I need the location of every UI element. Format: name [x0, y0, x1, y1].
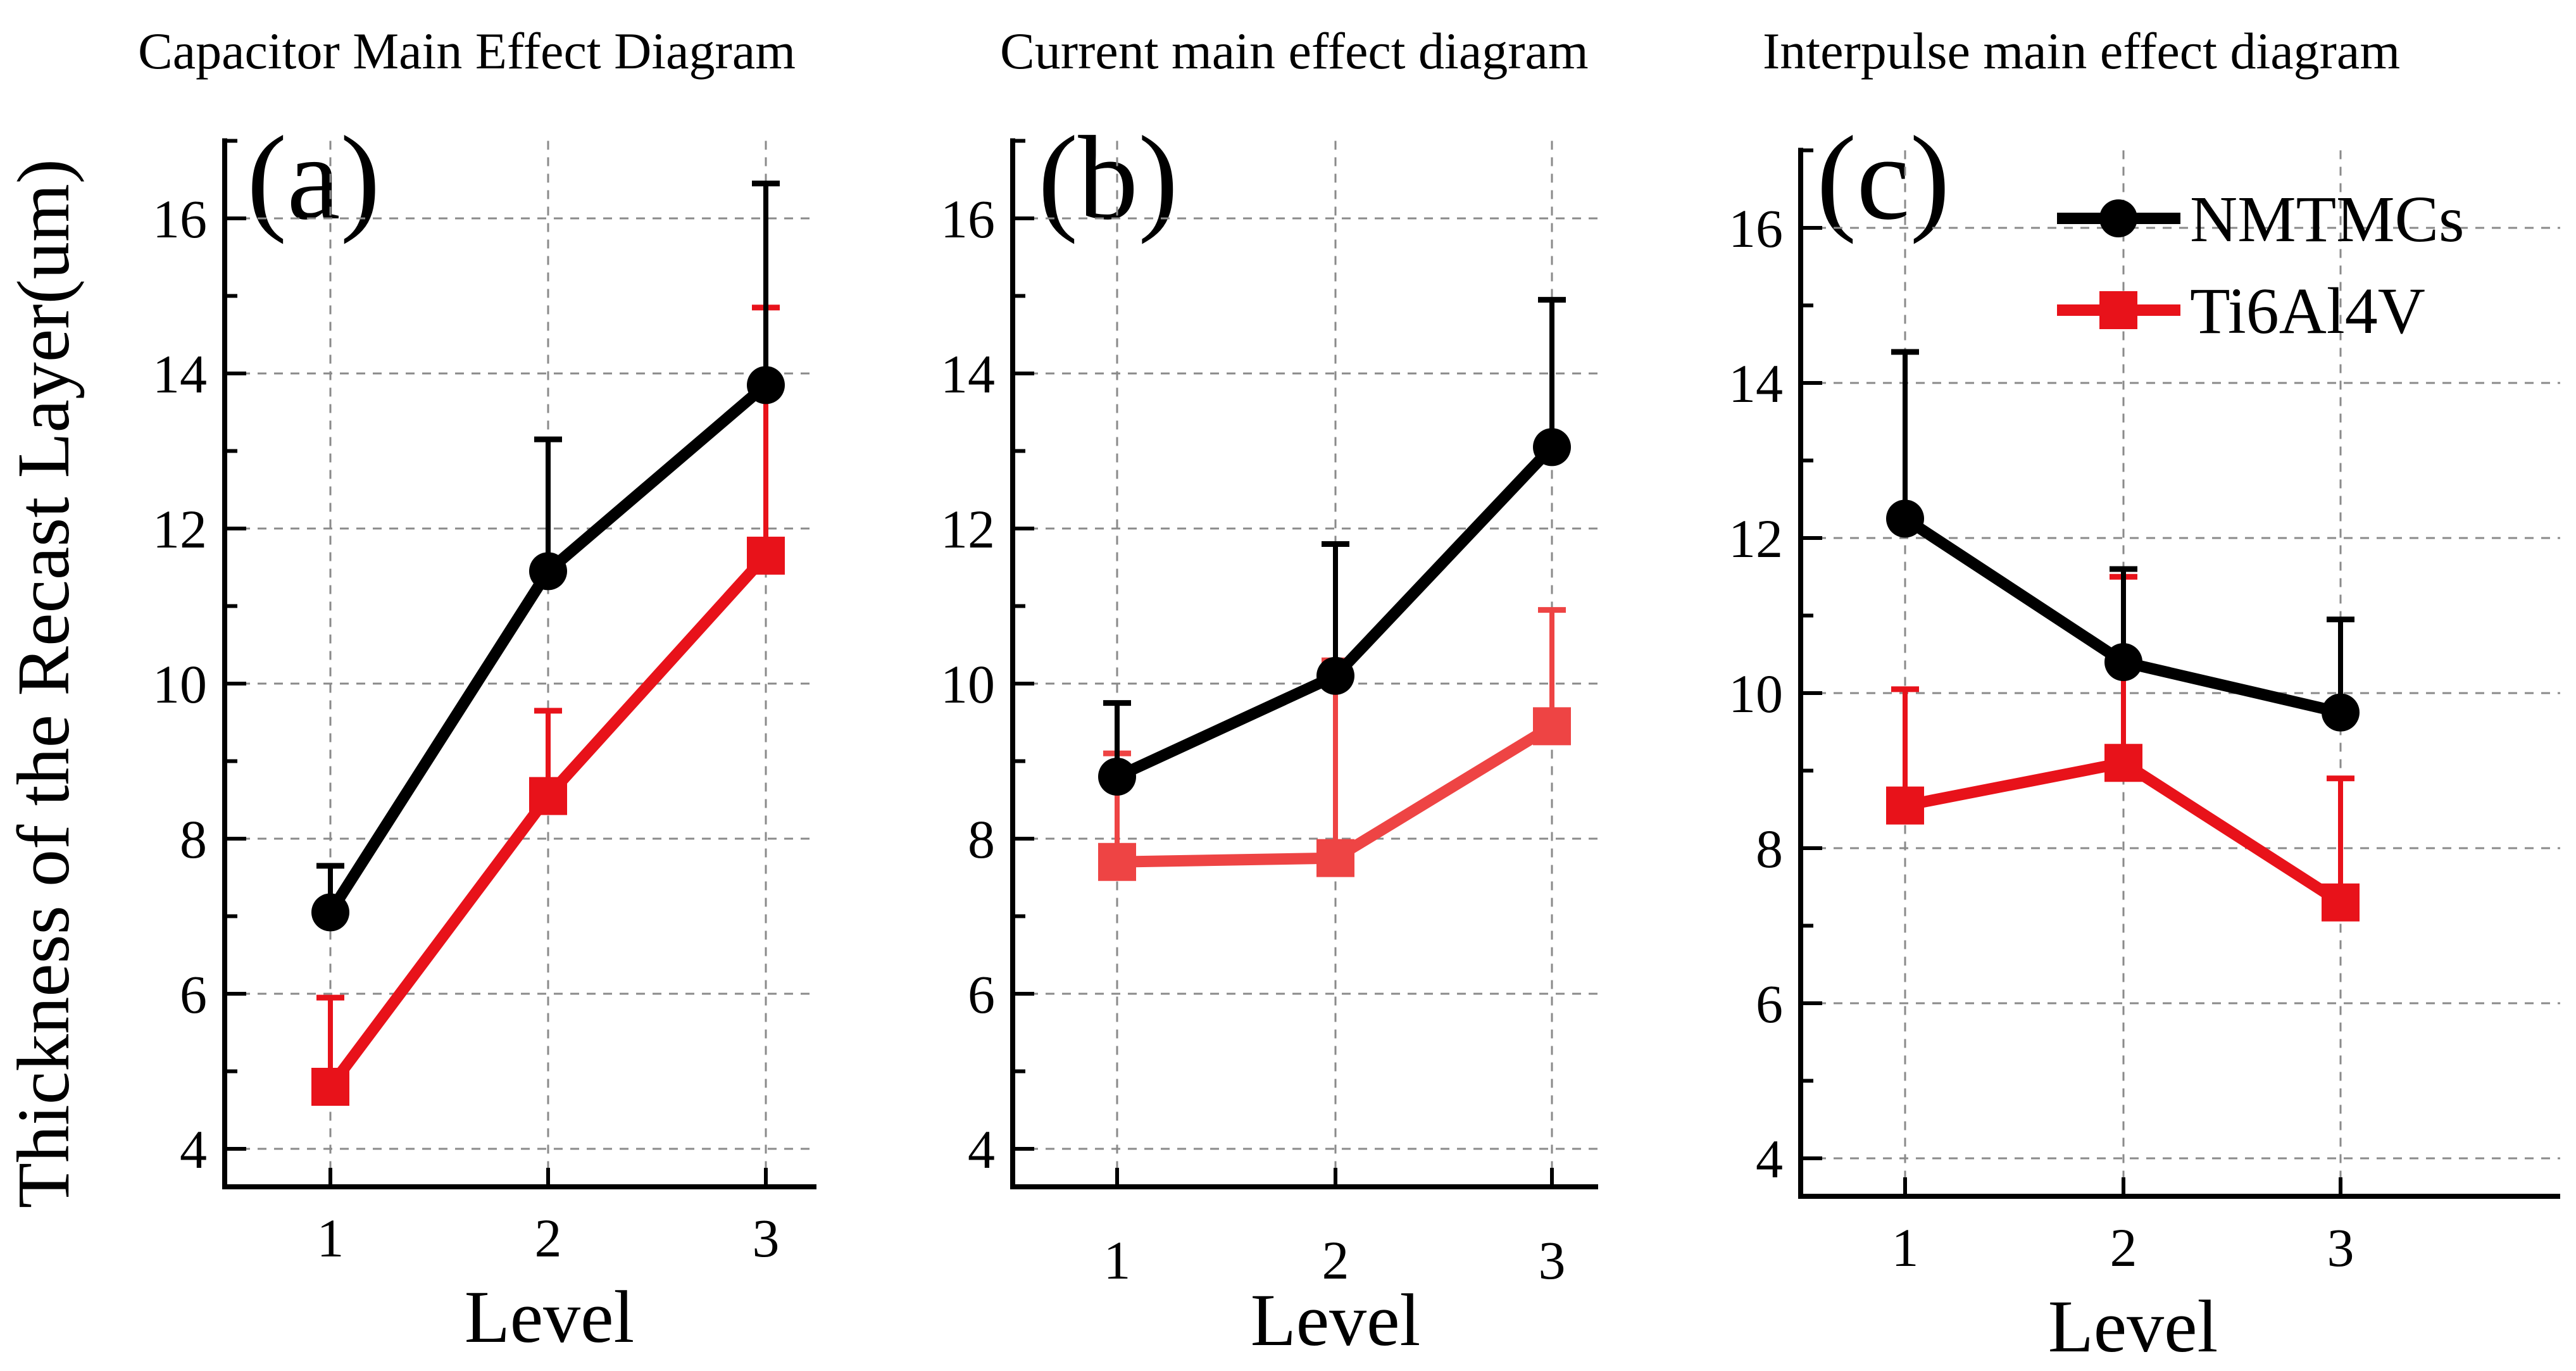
data-point: [1886, 786, 1924, 825]
y-axis-title: Thickness of the Recast Layer(um): [2, 159, 85, 1208]
data-point: [311, 893, 349, 932]
data-point: [2104, 643, 2142, 681]
data-point: [1316, 839, 1354, 877]
x-tick-label: 3: [753, 1208, 780, 1268]
legend-label: NMTMCs: [2190, 183, 2464, 256]
y-tick-label: 8: [968, 809, 995, 870]
data-point: [1533, 707, 1571, 746]
y-tick-label: 4: [1756, 1129, 1783, 1189]
chart-panel-2: Current main effect diagram(b)4681012141…: [941, 22, 1598, 1362]
y-tick-label: 12: [941, 499, 995, 560]
y-tick-label: 6: [180, 964, 207, 1025]
y-tick-label: 8: [1756, 818, 1783, 879]
y-tick-label: 8: [180, 809, 207, 870]
y-tick-label: 12: [153, 499, 207, 560]
legend-item-nmtmcs: NMTMCs: [2057, 183, 2464, 256]
y-tick-label: 14: [153, 344, 207, 404]
legend-marker: [2099, 199, 2137, 237]
panel-label: (a): [247, 112, 380, 245]
chart-panel-3: Interpulse main effect diagram(c)4681012…: [1729, 22, 2560, 1368]
y-tick-label: 10: [941, 654, 995, 715]
chart-title: Capacitor Main Effect Diagram: [138, 22, 796, 80]
panel-label: (b): [1038, 112, 1179, 245]
data-point: [747, 366, 785, 404]
data-point: [2322, 693, 2360, 732]
x-tick-label: 1: [317, 1208, 344, 1268]
y-tick-label: 14: [1729, 353, 1783, 414]
legend-marker: [2099, 291, 2137, 329]
x-axis-title: Level: [1251, 1279, 1421, 1362]
data-point: [529, 777, 567, 815]
chart-title: Interpulse main effect diagram: [1763, 22, 2400, 80]
series-nmtmcs: [1098, 297, 1571, 796]
data-point: [1886, 499, 1924, 538]
series-nmtmcs: [311, 180, 785, 932]
y-tick-label: 10: [1729, 663, 1783, 724]
y-tick-label: 6: [968, 964, 995, 1025]
y-tick-label: 6: [1756, 973, 1783, 1034]
data-point: [2322, 883, 2360, 922]
x-tick-label: 3: [1539, 1230, 1566, 1291]
chart-panel-1: Capacitor Main Effect Diagram(a)46810121…: [138, 22, 816, 1358]
data-point: [311, 1068, 349, 1106]
x-axis-title: Level: [465, 1275, 635, 1358]
y-tick-label: 16: [941, 189, 995, 249]
y-tick-label: 14: [941, 344, 995, 404]
data-point: [1316, 656, 1354, 695]
x-axis-title: Level: [2048, 1285, 2218, 1368]
chart-title: Current main effect diagram: [1000, 22, 1589, 80]
series-nmtmcs: [1886, 349, 2360, 732]
data-point: [529, 552, 567, 591]
data-point: [747, 536, 785, 575]
y-tick-label: 16: [153, 189, 207, 249]
panel-label: (c): [1816, 112, 1950, 245]
series-ti6al4v: [311, 304, 785, 1106]
data-point: [2104, 744, 2142, 782]
y-tick-label: 4: [180, 1119, 207, 1180]
x-tick-label: 2: [2110, 1217, 2137, 1278]
y-tick-label: 16: [1729, 198, 1783, 259]
x-tick-label: 2: [1322, 1230, 1349, 1291]
x-tick-label: 1: [1892, 1217, 1919, 1278]
y-tick-label: 4: [968, 1119, 995, 1180]
x-tick-label: 3: [2327, 1217, 2354, 1278]
x-tick-label: 2: [535, 1208, 562, 1268]
data-point: [1098, 758, 1136, 796]
legend-label: Ti6Al4V: [2190, 275, 2425, 347]
legend-item-ti6al4v: Ti6Al4V: [2057, 275, 2425, 347]
y-tick-label: 12: [1729, 508, 1783, 569]
panels: Capacitor Main Effect Diagram(a)46810121…: [138, 22, 2560, 1368]
y-tick-label: 10: [153, 654, 207, 715]
legend: NMTMCs Ti6Al4V: [2057, 183, 2464, 347]
data-point: [1098, 842, 1136, 881]
x-tick-label: 1: [1104, 1230, 1131, 1291]
data-point: [1533, 428, 1571, 466]
